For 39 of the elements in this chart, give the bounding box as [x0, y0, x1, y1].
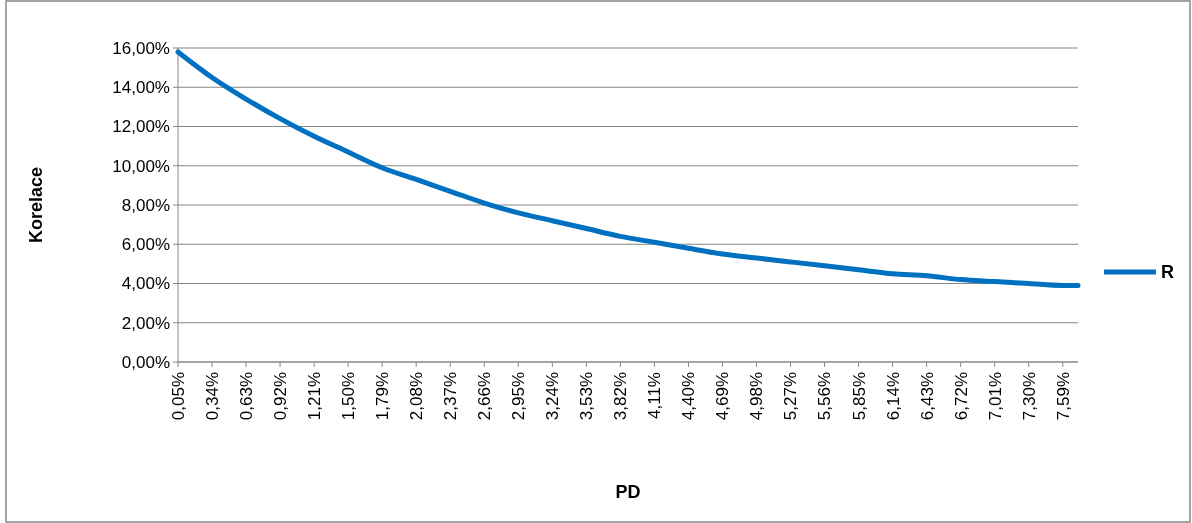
y-tick-label: 12,00% [112, 117, 170, 137]
x-tick-label: 5,27% [781, 372, 801, 421]
x-tick-label: 0,34% [202, 372, 222, 421]
x-tick-label: 1,79% [373, 372, 393, 421]
x-tick-label: 2,95% [509, 372, 529, 421]
x-tick-label: 2,66% [475, 372, 495, 421]
x-tick-label: 2,08% [407, 372, 427, 421]
y-tick-label: 6,00% [121, 235, 170, 255]
y-tick-label: 16,00% [112, 38, 170, 58]
x-tick-label: 5,56% [815, 372, 835, 421]
x-tick-label: 7,01% [985, 372, 1005, 421]
x-tick-label: 6,14% [883, 372, 903, 421]
x-tick-label: 4,40% [679, 372, 699, 421]
x-tick-label: 1,21% [305, 372, 325, 421]
x-tick-label: 4,69% [713, 372, 733, 421]
x-tick-label: 7,30% [1019, 372, 1039, 421]
legend-label: R [1161, 262, 1174, 283]
y-tick-label: 14,00% [112, 78, 170, 98]
x-tick-label: 0,05% [168, 372, 188, 421]
y-tick-label: 2,00% [121, 313, 170, 333]
x-tick-label: 5,85% [849, 372, 869, 421]
x-tick-label: 3,82% [611, 372, 631, 421]
x-tick-label: 6,43% [917, 372, 937, 421]
x-tick-label: 3,53% [577, 372, 597, 421]
x-tick-label: 1,50% [339, 372, 359, 421]
x-tick-label: 2,37% [441, 372, 461, 421]
x-tick-label: 6,72% [951, 372, 971, 421]
y-tick-label: 0,00% [121, 352, 170, 372]
y-axis-title: Korelace [26, 166, 46, 244]
y-tick-label: 10,00% [112, 156, 170, 176]
x-tick-label: 4,98% [747, 372, 767, 421]
x-tick-label: 7,59% [1053, 372, 1073, 421]
x-axis-title: PD [615, 482, 641, 502]
y-tick-label: 4,00% [121, 274, 170, 294]
x-tick-label: 3,24% [543, 372, 563, 421]
x-tick-label: 0,92% [271, 372, 291, 421]
x-tick-label: 0,63% [237, 372, 257, 421]
x-tick-label: 4,11% [645, 372, 665, 419]
y-tick-label: 8,00% [121, 195, 170, 215]
